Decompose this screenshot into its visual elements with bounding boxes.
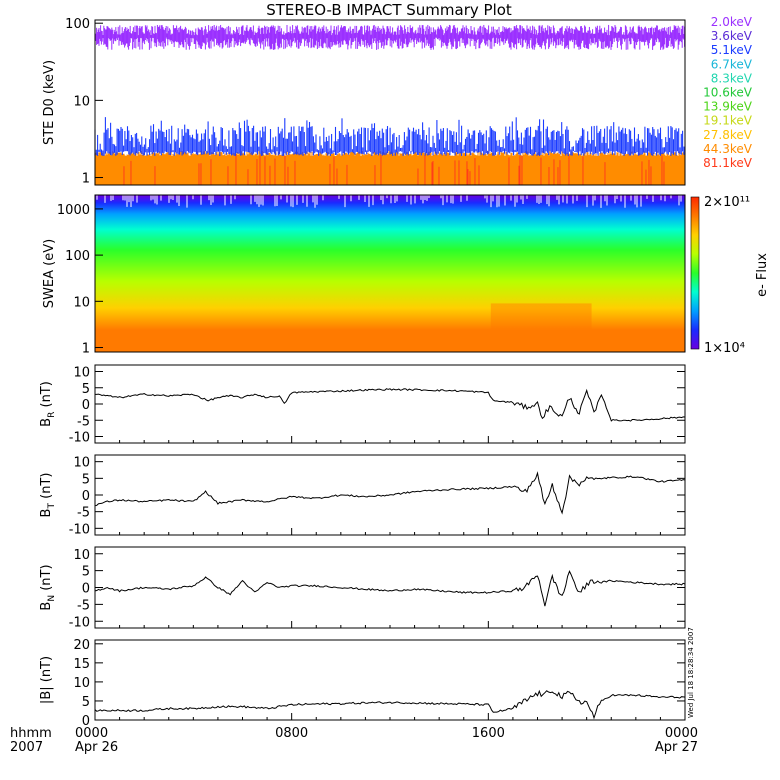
svg-text:Wed Jul 18 18:28:34 2007: Wed Jul 18 18:28:34 2007 <box>687 627 695 718</box>
bmag-ytick-label: 20 <box>73 638 90 653</box>
ste-ytick-label: 100 <box>65 17 90 32</box>
br-ytick-label: -10 <box>69 431 90 446</box>
legend-entry: 19.1keV <box>703 114 753 128</box>
bt-series-line <box>94 471 686 515</box>
swea-heatmap <box>95 195 685 352</box>
bn-ytick-label: 0 <box>82 582 90 597</box>
colorbar-max-label: 2×10¹¹ <box>704 195 750 210</box>
br-ylabel: BR (nT) <box>39 381 57 427</box>
bt-ytick-label: 5 <box>82 472 90 487</box>
bn-ytick-label: -5 <box>77 598 90 613</box>
colorbar-label: e- Flux <box>755 253 770 297</box>
bn-series-line <box>94 570 686 607</box>
legend-entry: 27.8keV <box>703 128 753 142</box>
x-time-label: hhmm <box>10 726 52 741</box>
x-tick-label: 0800 <box>275 726 308 741</box>
legend-entry: 10.6keV <box>703 86 753 100</box>
bn-ytick-label: -10 <box>69 615 90 630</box>
legend-entry: 5.1keV <box>711 43 753 57</box>
x-date-label: Apr 27 <box>655 740 698 755</box>
bmag-frame <box>94 639 686 721</box>
swea-ytick-label: 10 <box>73 295 90 310</box>
bmag-ytick-label: 0 <box>82 714 90 729</box>
bmag-ytick-label: 15 <box>73 657 90 672</box>
bmag-ylabel: |B| (nT) <box>39 656 54 704</box>
colorbar-min-label: 1×10⁴ <box>704 341 745 356</box>
ste-panel: 1 10 100 STE D0 (keV) <box>42 17 686 187</box>
bmag-series-line <box>94 689 686 720</box>
swea-ylabel: SWEA (eV) <box>42 239 57 308</box>
bn-ytick-label: 5 <box>82 565 90 580</box>
br-ytick-label: 10 <box>73 366 90 381</box>
bt-ylabel: BT (nT) <box>39 473 57 518</box>
bn-frame <box>94 546 686 629</box>
bt-ytick-label: 10 <box>73 456 90 471</box>
br-series-line <box>95 388 686 422</box>
bmag-ytick-label: 10 <box>73 676 90 691</box>
x-tick-label: 1600 <box>472 726 505 741</box>
energy-legend: 2.0keV3.6keV5.1keV6.7keV8.3keV10.6keV13.… <box>703 15 753 170</box>
bt-panel: 105 0 -5-10 BT (nT) <box>39 454 686 537</box>
ste-ylabel: STE D0 (keV) <box>42 60 57 145</box>
bt-ytick-label: -5 <box>77 506 90 521</box>
bmag-panel: 20 15 10 5 0 |B| (nT) <box>39 638 686 729</box>
legend-entry: 81.1keV <box>703 156 753 170</box>
swea-enhanced-region <box>490 303 592 330</box>
ste-frame <box>94 19 686 186</box>
bn-ytick-label: 10 <box>73 548 90 563</box>
legend-entry: 8.3keV <box>711 71 753 85</box>
br-ytick-label: -5 <box>77 414 90 429</box>
legend-entry: 3.6keV <box>711 29 753 43</box>
bn-panel: 10 5 0-5 -10 BN (nT) <box>39 546 686 630</box>
ste-ytick-label: 1 <box>82 172 90 187</box>
swea-ytick-label: 1 <box>82 342 90 357</box>
bn-ylabel: BN (nT) <box>39 564 57 610</box>
x-date-label: Apr 26 <box>75 740 118 755</box>
legend-entry: 13.9keV <box>703 100 753 114</box>
bt-ytick-label: 0 <box>82 489 90 504</box>
swea-ytick-label: 1000 <box>57 203 90 218</box>
legend-entry: 2.0keV <box>711 15 753 29</box>
legend-entry: 6.7keV <box>711 57 753 71</box>
br-ytick-label: 0 <box>82 398 90 413</box>
legend-entry: 44.3keV <box>703 142 753 156</box>
x-tick-label: 0000 <box>665 726 698 741</box>
br-frame <box>94 364 686 444</box>
generation-stamp: Wed Jul 18 18:28:34 2007 <box>687 627 695 718</box>
bmag-ytick-label: 5 <box>82 695 90 710</box>
br-ytick-label: 5 <box>82 382 90 397</box>
flux-colorbar: 2×10¹¹ 1×10⁴ e- Flux <box>690 195 770 356</box>
x-year-label: 2007 <box>10 740 43 755</box>
swea-frame <box>94 194 686 353</box>
swea-panel: 1 10 100 1000 SWEA (eV) <box>42 194 686 357</box>
colorbar-gradient <box>690 196 700 350</box>
swea-ytick-label: 100 <box>65 249 90 264</box>
x-tick-label: 0000 <box>75 726 108 741</box>
ste-ytick-label: 10 <box>73 94 90 109</box>
chart-title: STEREO-B IMPACT Summary Plot <box>266 1 512 19</box>
bt-ytick-label: -10 <box>69 522 90 537</box>
